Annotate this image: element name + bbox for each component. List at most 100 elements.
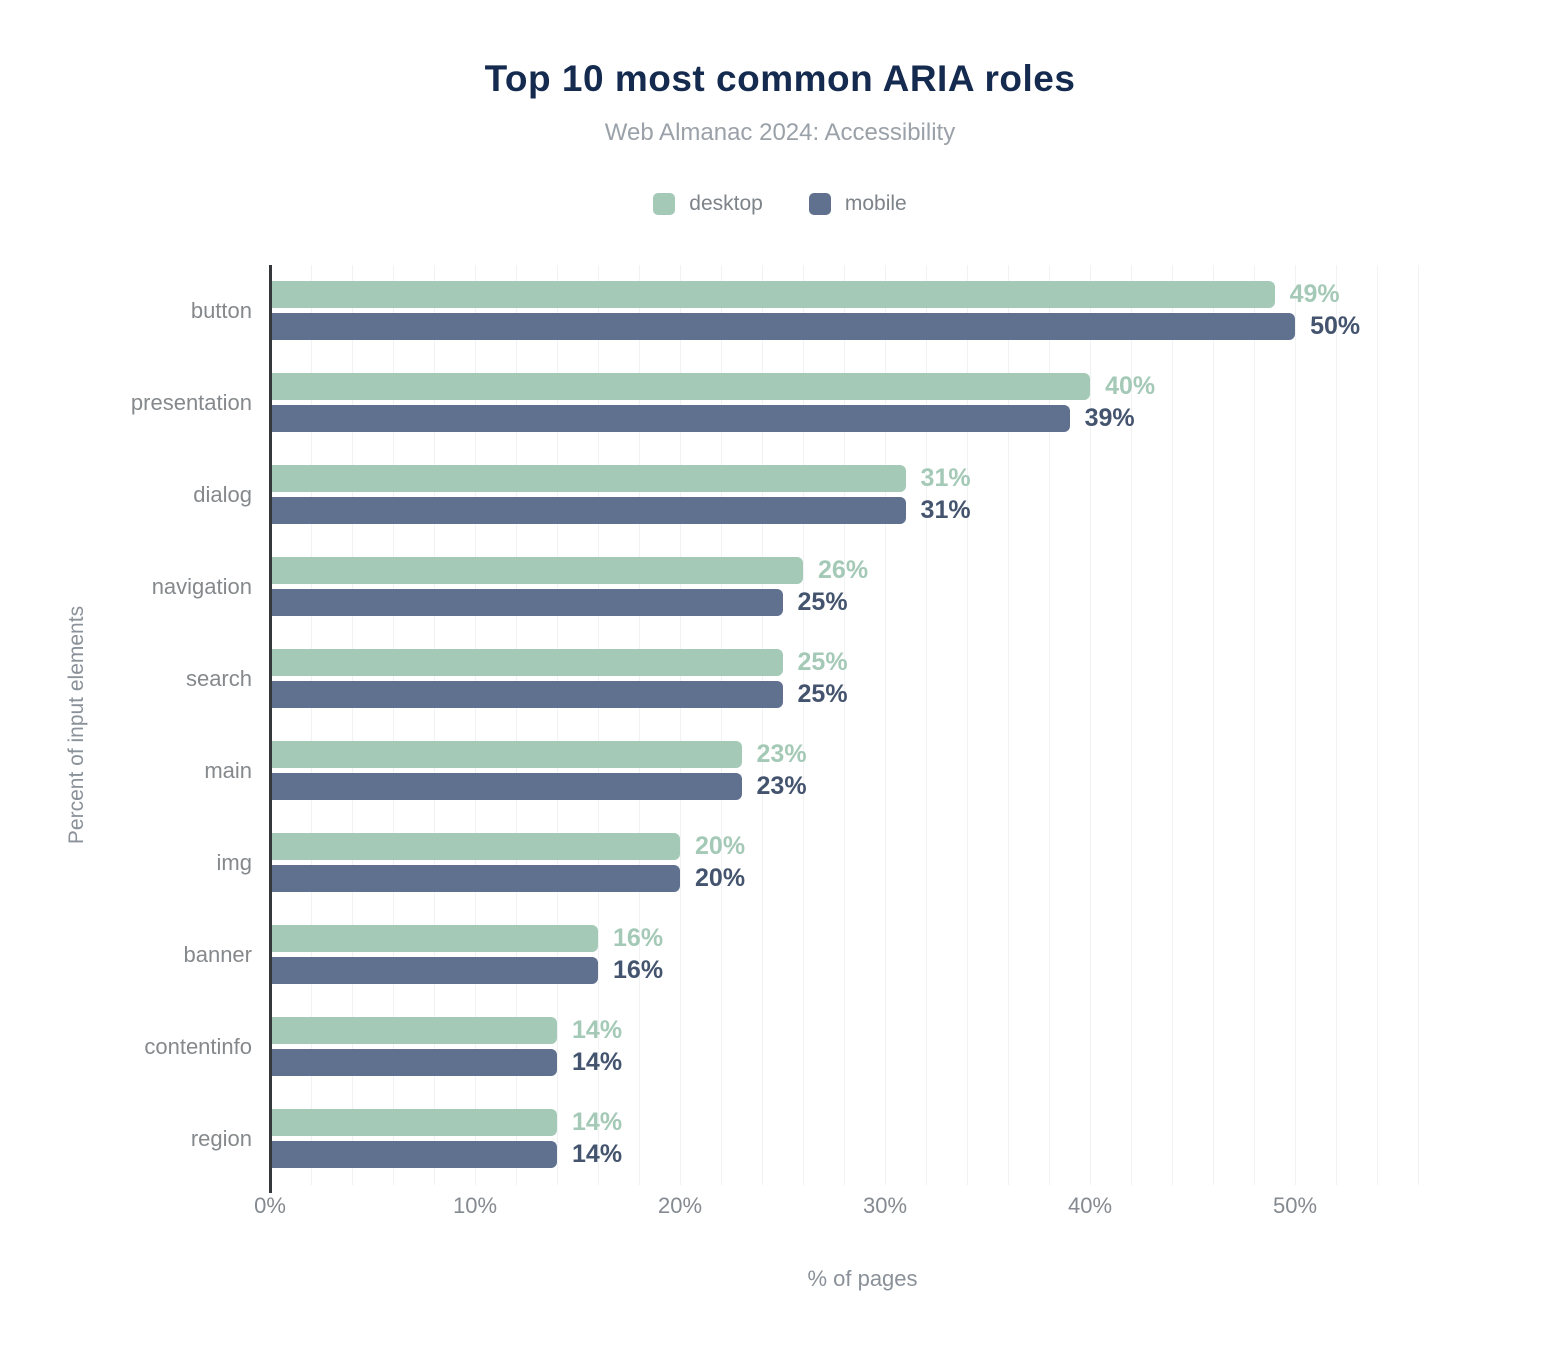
- bar-line-mobile-img: 20%: [270, 865, 1455, 892]
- bar-mobile-navigation[interactable]: [270, 589, 783, 616]
- value-label-desktop-presentation: 40%: [1105, 372, 1156, 400]
- bar-group-banner: banner 16% 16%: [183, 909, 1455, 1001]
- value-label-desktop-dialog: 31%: [920, 464, 971, 492]
- legend-swatch-mobile: [808, 193, 831, 215]
- bar-desktop-presentation[interactable]: [270, 373, 1091, 400]
- x-tick-40pct: 40%: [1068, 1193, 1113, 1218]
- bar-desktop-banner[interactable]: [270, 925, 599, 952]
- bar-line-desktop-dialog: 31%: [270, 465, 1455, 492]
- legend: desktop mobile: [0, 192, 1560, 216]
- legend-item-mobile[interactable]: mobile: [808, 192, 907, 216]
- bar-group-region: region 14% 14%: [191, 1093, 1455, 1185]
- bar-mobile-banner[interactable]: [270, 957, 599, 984]
- value-label-mobile-main: 23%: [756, 772, 807, 800]
- x-tick-10pct: 10%: [452, 1193, 498, 1218]
- bar-desktop-img[interactable]: [270, 833, 681, 860]
- bar-mobile-search[interactable]: [270, 681, 783, 708]
- bar-line-desktop-img: 20%: [270, 833, 1455, 860]
- bar-line-mobile-button: 50%: [270, 313, 1455, 340]
- chart-subtitle: Web Almanac 2024: Accessibility: [604, 119, 956, 146]
- bar-group-img: img 20% 20%: [217, 817, 1455, 909]
- value-label-mobile-contentinfo: 14%: [572, 1048, 623, 1076]
- value-label-desktop-button: 49%: [1289, 280, 1340, 308]
- category-label-region: region: [190, 1126, 252, 1151]
- bar-desktop-navigation[interactable]: [270, 557, 804, 584]
- bar-mobile-img[interactable]: [270, 865, 681, 892]
- category-label-presentation: presentation: [130, 390, 252, 415]
- value-label-mobile-search: 25%: [797, 680, 848, 708]
- bar-line-mobile-navigation: 25%: [270, 589, 1455, 616]
- category-label-button: button: [190, 298, 252, 323]
- bar-line-mobile-main: 23%: [270, 773, 1455, 800]
- bar-line-desktop-presentation: 40%: [270, 373, 1455, 400]
- x-tick-30pct: 30%: [863, 1193, 908, 1218]
- bar-group-presentation: presentation 40% 39%: [131, 357, 1455, 449]
- bar-desktop-button[interactable]: [270, 281, 1275, 308]
- bar-mobile-main[interactable]: [270, 773, 742, 800]
- bar-line-desktop-main: 23%: [270, 741, 1455, 768]
- category-label-dialog: dialog: [193, 482, 252, 507]
- legend-item-desktop[interactable]: desktop: [653, 192, 763, 216]
- bar-desktop-contentinfo[interactable]: [270, 1017, 558, 1044]
- value-label-mobile-button: 50%: [1310, 312, 1361, 340]
- x-tick-0pct: 0%: [254, 1193, 286, 1218]
- category-label-contentinfo: contentinfo: [144, 1034, 252, 1059]
- bar-line-desktop-contentinfo: 14%: [270, 1017, 1455, 1044]
- value-label-desktop-search: 25%: [797, 648, 848, 676]
- bar-line-desktop-region: 14%: [270, 1109, 1455, 1136]
- bar-line-mobile-contentinfo: 14%: [270, 1049, 1455, 1076]
- value-label-mobile-navigation: 25%: [797, 588, 848, 616]
- bar-line-desktop-search: 25%: [270, 649, 1455, 676]
- value-label-mobile-presentation: 39%: [1084, 404, 1135, 432]
- bar-desktop-search[interactable]: [270, 649, 783, 676]
- bar-line-mobile-banner: 16%: [270, 957, 1455, 984]
- category-label-search: search: [185, 666, 252, 691]
- x-axis-ticks: 0% 10% 20% 30% 40% 50%: [254, 1192, 1455, 1224]
- bar-mobile-dialog[interactable]: [270, 497, 906, 524]
- bar-mobile-presentation[interactable]: [270, 405, 1070, 432]
- plot-area: button 49% 50% presentation 40% 39% dialog 31% 3…: [131, 265, 1455, 1193]
- value-label-desktop-main: 23%: [756, 740, 807, 768]
- value-label-desktop-img: 20%: [695, 832, 746, 860]
- category-label-navigation: navigation: [151, 574, 252, 599]
- bar-mobile-region[interactable]: [270, 1141, 558, 1168]
- y-axis-title: Percent of input elements: [60, 265, 94, 1185]
- bar-group-search: search 25% 25%: [186, 633, 1455, 725]
- value-label-mobile-banner: 16%: [613, 956, 664, 984]
- bar-line-mobile-region: 14%: [270, 1141, 1455, 1168]
- value-label-desktop-region: 14%: [572, 1108, 623, 1136]
- y-axis-title-text: Percent of input elements: [65, 605, 89, 845]
- bar-line-desktop-navigation: 26%: [270, 557, 1455, 584]
- bar-desktop-dialog[interactable]: [270, 465, 906, 492]
- x-tick-50pct: 50%: [1273, 1193, 1318, 1218]
- bar-line-desktop-button: 49%: [270, 281, 1455, 308]
- legend-label-mobile: mobile: [844, 192, 907, 215]
- bar-group-button: button 49% 50%: [191, 265, 1455, 357]
- category-label-main: main: [204, 758, 252, 783]
- bar-line-mobile-search: 25%: [270, 681, 1455, 708]
- bar-desktop-main[interactable]: [270, 741, 742, 768]
- bar-group-dialog: dialog 31% 31%: [193, 449, 1455, 541]
- y-axis-line: [269, 265, 272, 1193]
- value-label-mobile-dialog: 31%: [920, 496, 971, 524]
- legend-label-desktop: desktop: [689, 192, 763, 215]
- value-label-desktop-banner: 16%: [613, 924, 664, 952]
- category-label-banner: banner: [183, 942, 252, 967]
- bar-line-desktop-banner: 16%: [270, 925, 1455, 952]
- chart-title: Top 10 most common ARIA roles: [484, 58, 1076, 99]
- bar-mobile-button[interactable]: [270, 313, 1296, 340]
- value-label-desktop-navigation: 26%: [818, 556, 869, 584]
- bar-group-navigation: navigation 26% 25%: [152, 541, 1455, 633]
- x-tick-20pct: 20%: [658, 1193, 703, 1218]
- bar-line-mobile-presentation: 39%: [270, 405, 1455, 432]
- value-label-desktop-contentinfo: 14%: [572, 1016, 623, 1044]
- value-label-mobile-region: 14%: [572, 1140, 623, 1168]
- value-label-mobile-img: 20%: [695, 864, 746, 892]
- bar-group-contentinfo: contentinfo 14% 14%: [144, 1001, 1455, 1093]
- bar-mobile-contentinfo[interactable]: [270, 1049, 558, 1076]
- bar-line-mobile-dialog: 31%: [270, 497, 1455, 524]
- x-axis-title: % of pages: [807, 1266, 918, 1291]
- bar-desktop-region[interactable]: [270, 1109, 558, 1136]
- legend-swatch-desktop: [653, 193, 676, 215]
